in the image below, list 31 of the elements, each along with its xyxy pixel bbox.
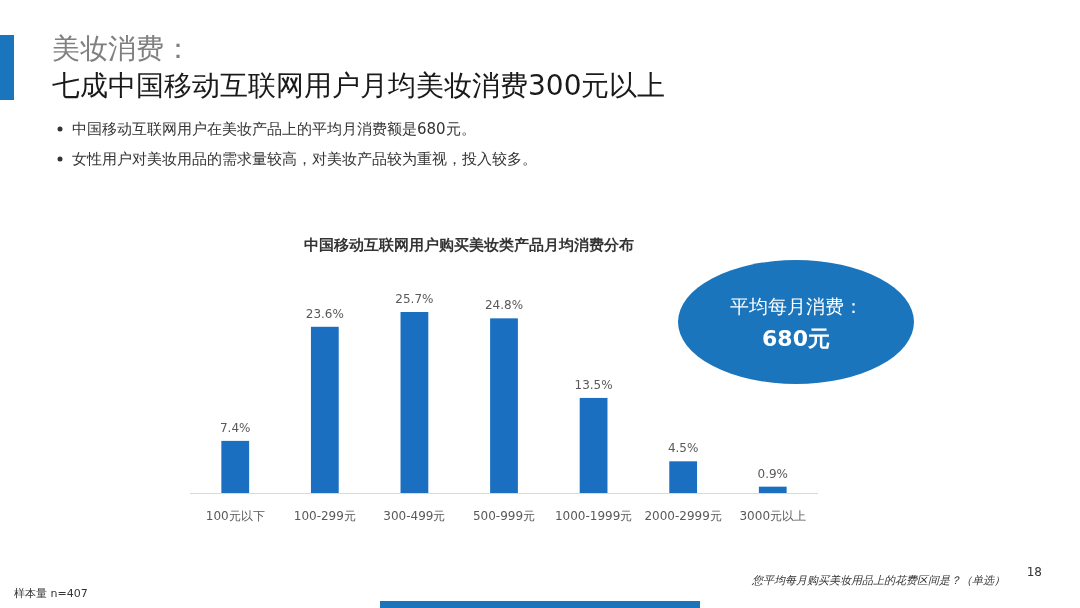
data-label: 0.9% — [757, 466, 789, 481]
data-label: 24.8% — [484, 298, 524, 313]
annotation: 平均每月消费： — [729, 295, 863, 317]
data-label: 7.4% — [219, 420, 251, 435]
x-tick-label: 500-999元 — [472, 509, 536, 523]
bar — [221, 440, 250, 493]
bar — [579, 397, 608, 493]
text: 18 — [1026, 565, 1042, 579]
x-tick-label: 2000-2999元 — [644, 509, 722, 523]
data-label: 25.7% — [395, 292, 434, 306]
data-label: 23.6% — [305, 306, 344, 321]
data-label: 13.5% — [574, 377, 613, 392]
x-tick-label: 3000元以上 — [739, 509, 807, 523]
bar — [310, 326, 339, 493]
bar — [669, 461, 698, 493]
x-tick-label: 300-499元 — [383, 509, 446, 523]
bar — [490, 318, 518, 493]
data-label: 4.5% — [667, 441, 699, 456]
text: 女性用户对美妆用品的需求量较高，对美妆产品较为重视，投入较多。 — [72, 150, 537, 168]
chart-title: 中国移动互联网用户购买美妆类产品月均消费分布 — [304, 236, 634, 254]
text: 样本量 n=407 — [14, 587, 88, 600]
text: 美妆消费： — [52, 32, 192, 65]
text: 中国移动互联网用户在美妆产品上的平均月消费额是680元。 — [72, 120, 476, 138]
annotation: 680元 — [762, 326, 830, 351]
bar — [400, 312, 429, 493]
x-tick-label: 100-299元 — [293, 509, 356, 523]
bar — [758, 486, 787, 493]
x-tick-label: 1000-1999元 — [554, 509, 633, 523]
text: 您平均每月购买美妆用品上的花费区间是？（单选） — [751, 574, 1005, 587]
text: 七成中国移动互联网用户月均美妆消费300元以上 — [52, 69, 666, 102]
x-tick-label: 100元以下 — [205, 509, 265, 523]
